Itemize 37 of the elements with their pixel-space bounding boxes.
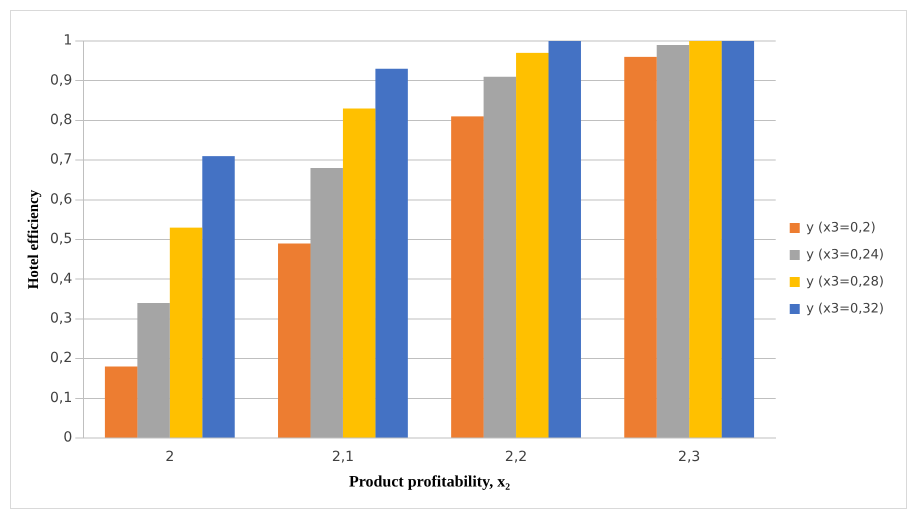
legend-label: y (x3=0,2) (806, 220, 876, 236)
bar (375, 68, 408, 438)
bar (548, 41, 581, 438)
bar (722, 41, 754, 438)
bar (624, 56, 657, 438)
y-tick-label: 0,5 (50, 231, 72, 248)
bar (451, 116, 484, 438)
y-tick-label: 0,7 (50, 152, 72, 168)
bar (689, 41, 722, 438)
y-tick-label: 0,9 (50, 72, 72, 88)
y-tick-label: 0,2 (50, 350, 72, 366)
bar (104, 366, 138, 438)
bar (278, 243, 310, 438)
y-tick-label: 0,3 (50, 310, 72, 327)
bar (202, 156, 235, 438)
y-tick-label: 0 (63, 430, 72, 446)
legend-label: y (x3=0,32) (806, 301, 884, 316)
bar (516, 52, 549, 438)
x-tick-label: 2,1 (332, 449, 354, 466)
y-tick-label: 0,1 (50, 390, 72, 406)
legend-label: y (x3=0,28) (806, 274, 884, 290)
x-tick-label: 2 (165, 449, 174, 466)
bar (484, 76, 516, 438)
bar (656, 44, 690, 438)
y-axis-title: Hotel efficiency (26, 189, 42, 290)
y-tick-label: 0,4 (50, 270, 72, 287)
y-tick-label: 1 (63, 32, 72, 49)
x-axis-title: Product profitability, x₂ (348, 474, 510, 491)
x-tick-label: 2,3 (678, 449, 700, 466)
bar (170, 228, 202, 438)
bar (137, 303, 170, 438)
bar (310, 168, 343, 438)
y-tick-label: 0,6 (50, 191, 72, 208)
y-tick-label: 0,8 (50, 112, 72, 128)
bar (342, 108, 376, 438)
x-tick-label: 2,2 (504, 449, 528, 466)
legend-label: y (x3=0,24) (806, 247, 884, 262)
